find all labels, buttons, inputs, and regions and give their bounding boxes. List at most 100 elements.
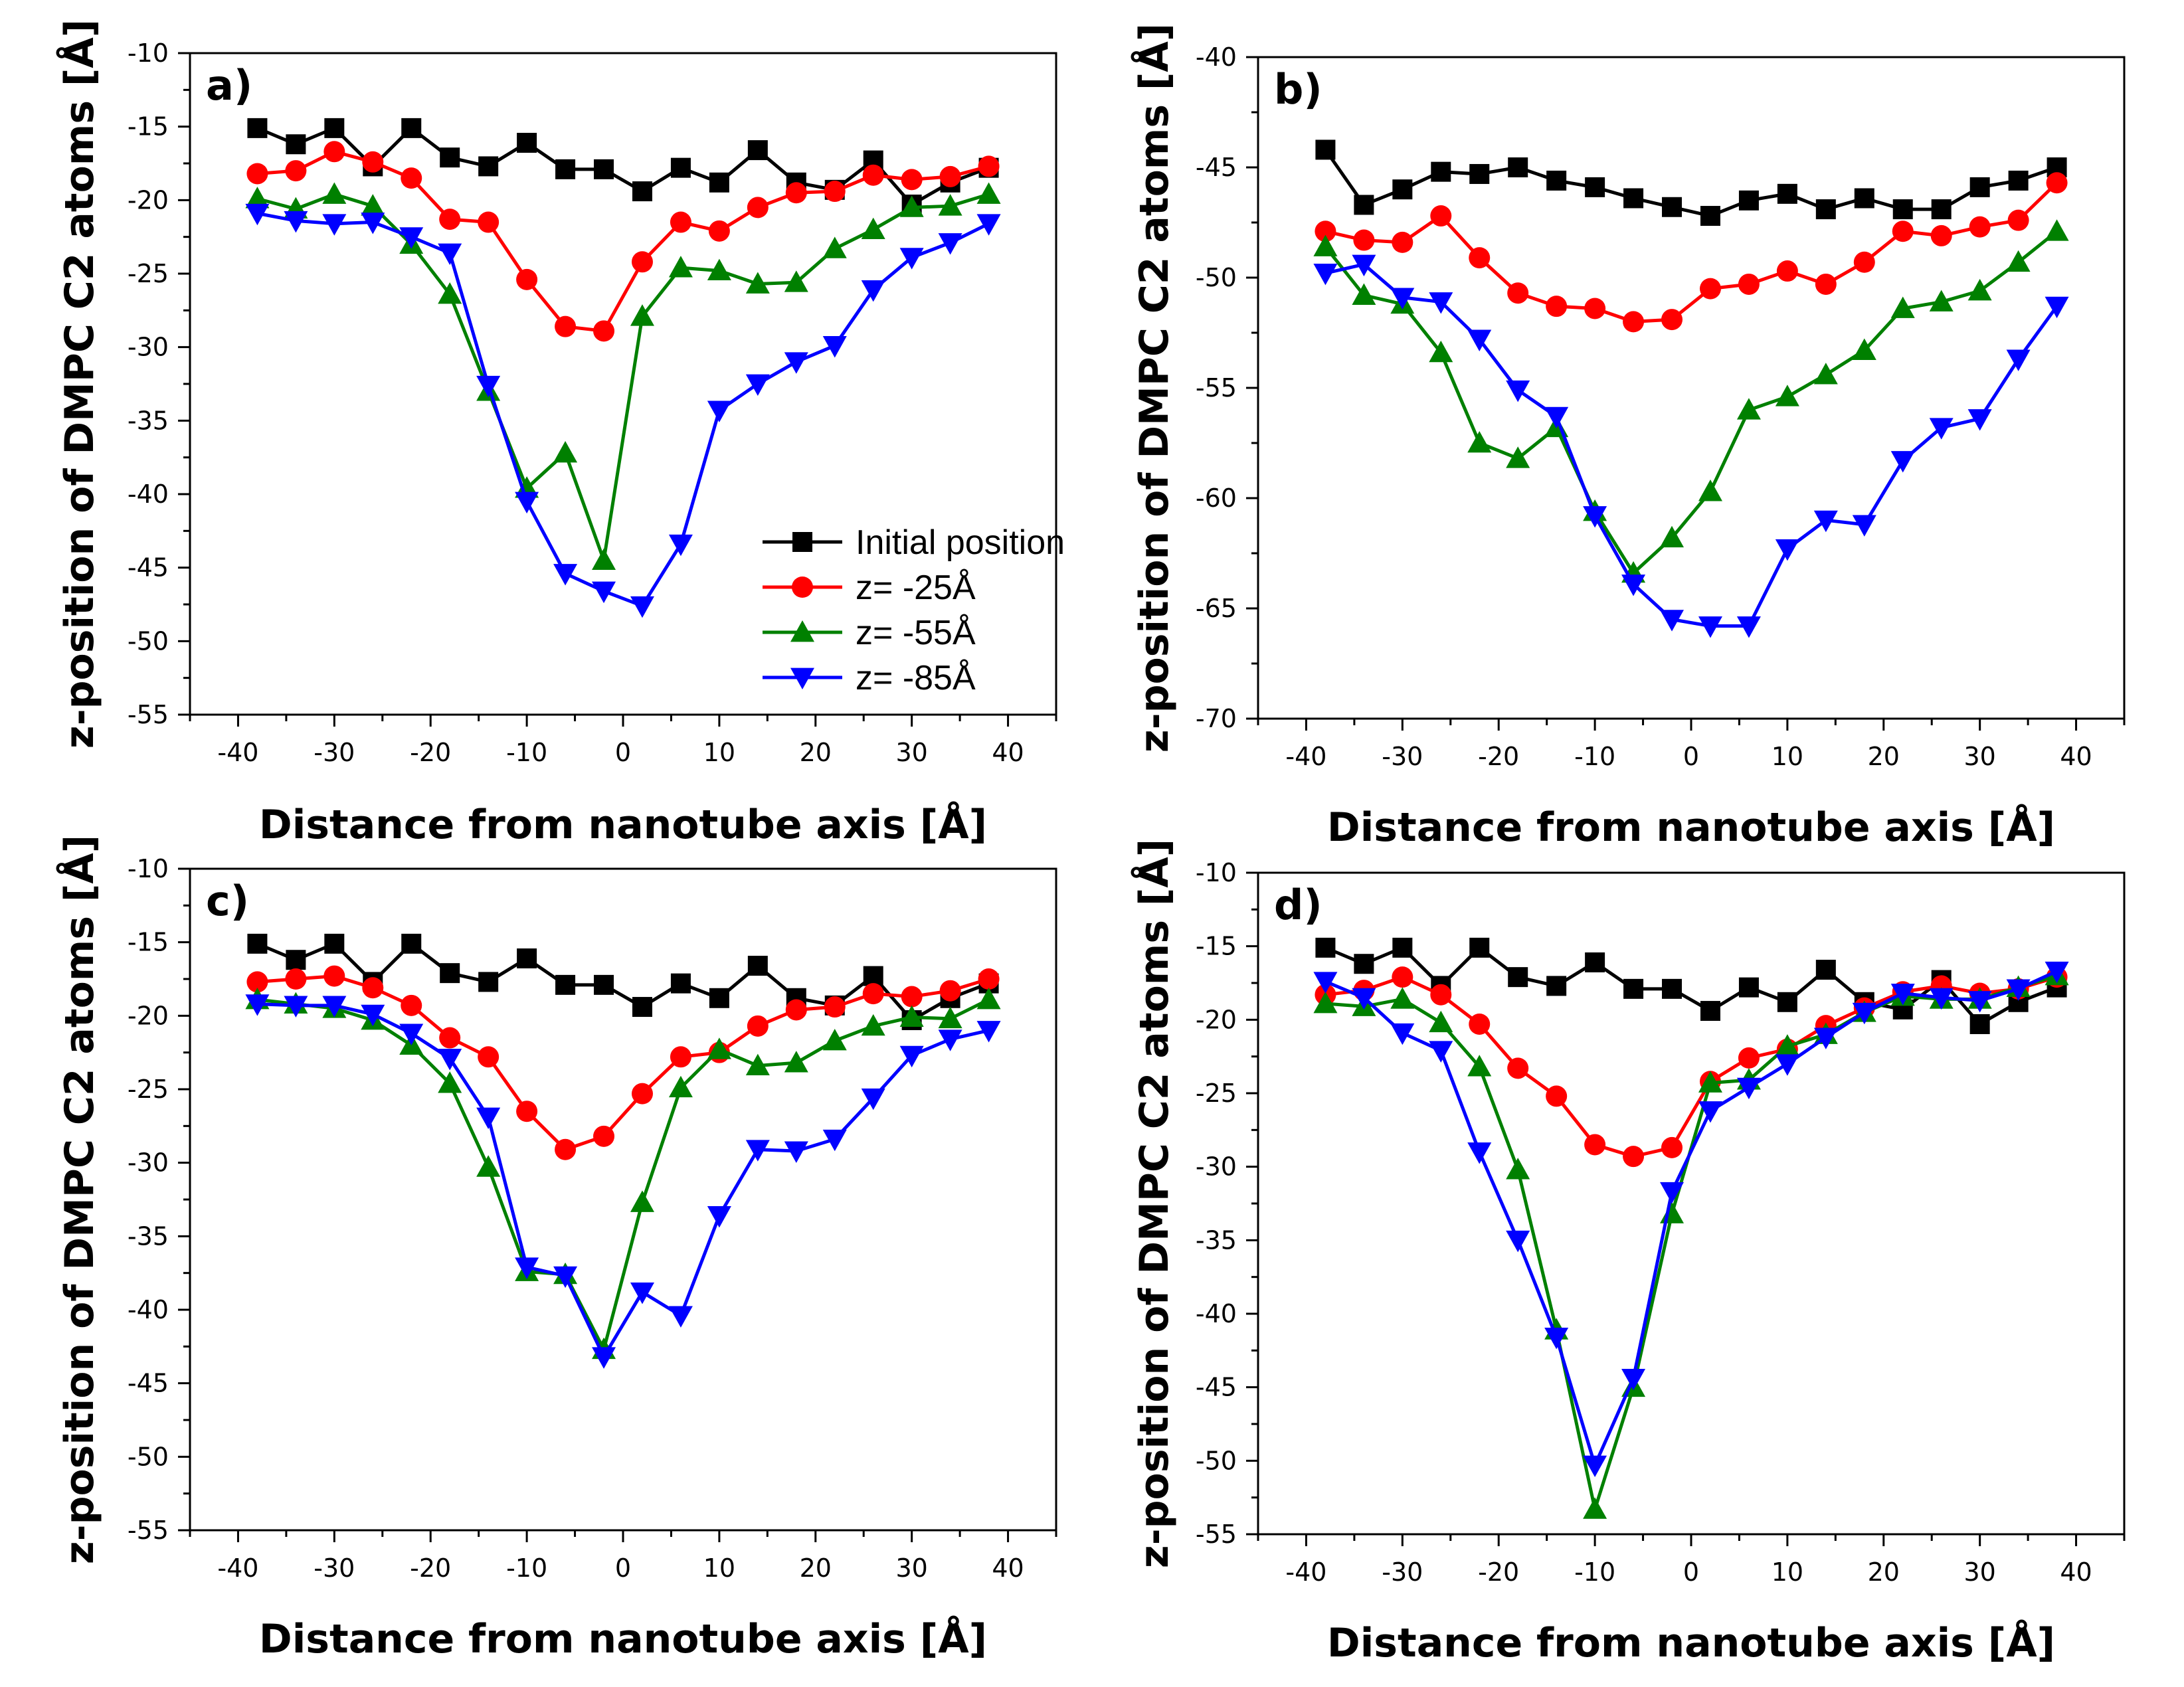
- y-tick-label: -45: [1196, 1373, 1237, 1402]
- y-tick-label: -35: [128, 1221, 169, 1251]
- data-point: [2045, 296, 2069, 319]
- data-point: [517, 133, 537, 153]
- data-point: [938, 1006, 962, 1029]
- data-point: [1738, 273, 1760, 295]
- x-tick-label: 20: [1868, 742, 1900, 771]
- x-tick-label: 30: [1963, 742, 1995, 771]
- legend-label: z= -25Å: [856, 569, 976, 607]
- data-point: [1546, 976, 1567, 996]
- plot-frame: [189, 867, 1057, 1532]
- data-point: [861, 280, 885, 302]
- data-point: [1854, 188, 1874, 209]
- y-tick-label: -50: [128, 1442, 169, 1471]
- data-point: [245, 187, 270, 209]
- data-point: [861, 1014, 885, 1036]
- data-point: [1546, 1085, 1568, 1107]
- data-point: [555, 974, 576, 995]
- data-point: [784, 1051, 808, 1073]
- data-point: [707, 258, 731, 280]
- y-axis-title: z-position of DMPC C2 atoms [Å]: [56, 19, 103, 749]
- y-tick-label: -50: [128, 626, 169, 656]
- data-point: [630, 1283, 654, 1304]
- data-point: [1313, 972, 1338, 994]
- data-point: [1776, 260, 1798, 282]
- series-layer: [245, 933, 1001, 1369]
- data-point: [1777, 183, 1797, 204]
- series-layer: [1313, 139, 2069, 638]
- data-point: [1738, 190, 1759, 211]
- data-point: [632, 997, 652, 1018]
- data-point: [1698, 1071, 1722, 1093]
- series-line: [257, 1002, 990, 1359]
- y-tick-label: -40: [1196, 1299, 1237, 1328]
- data-point: [901, 986, 923, 1008]
- data-point: [592, 1347, 616, 1369]
- data-point: [245, 203, 270, 226]
- data-point: [1852, 338, 1876, 360]
- data-point: [1469, 163, 1490, 184]
- data-point: [1313, 234, 1338, 256]
- data-point: [1967, 991, 1992, 1013]
- data-point: [361, 1004, 385, 1027]
- panel-d: -10 -15 -20 -25 -30 -35 -40 -45 -50 -55 -40 -30 -20…: [1131, 839, 2126, 1666]
- data-point: [862, 164, 884, 186]
- x-tick-label: 40: [2060, 1557, 2092, 1587]
- data-point: [1429, 340, 1453, 363]
- data-point: [2007, 209, 2029, 231]
- x-tick-label: 30: [895, 738, 927, 767]
- data-point: [593, 1125, 615, 1147]
- data-point: [1660, 1182, 1684, 1204]
- y-tick-label: -50: [1196, 263, 1237, 292]
- data-point: [630, 1190, 654, 1212]
- legend: Initial position z= -25Å z= -55Å z= -85Å: [763, 523, 1065, 697]
- data-point: [1429, 1041, 1453, 1063]
- y-tick-label: -25: [1196, 1079, 1237, 1108]
- y-axis: -10 -15 -20 -25 -30 -35 -40 -45 -50 -55: [128, 39, 190, 729]
- data-point: [668, 256, 693, 278]
- data-point: [707, 1205, 731, 1228]
- legend-marker: [790, 620, 814, 642]
- x-tick-label: 10: [703, 738, 735, 767]
- y-axis: -10 -15 -20 -25 -30 -35 -40 -45 -50 -55: [128, 854, 190, 1545]
- data-point: [1506, 446, 1530, 468]
- data-point: [1930, 224, 1952, 246]
- data-point: [785, 182, 807, 204]
- data-point: [976, 1021, 1001, 1043]
- data-point: [476, 375, 501, 398]
- data-point: [785, 999, 807, 1021]
- data-point: [516, 268, 538, 290]
- data-point: [670, 211, 691, 233]
- y-tick-label: -65: [1196, 594, 1237, 623]
- data-point: [2008, 170, 2029, 191]
- data-point: [938, 194, 962, 216]
- data-point: [286, 134, 306, 155]
- data-point: [1469, 937, 1490, 958]
- data-point: [438, 282, 462, 304]
- data-point: [1813, 1027, 1838, 1049]
- data-point: [2006, 979, 2031, 1001]
- data-point: [1929, 290, 1954, 311]
- data-point: [1662, 197, 1683, 217]
- y-tick-label: -25: [128, 1075, 169, 1104]
- data-point: [361, 213, 385, 234]
- data-point: [478, 156, 499, 177]
- series-line: [1324, 262, 2058, 628]
- data-point: [822, 236, 847, 258]
- x-tick-label: -40: [217, 738, 258, 767]
- data-point: [1467, 329, 1492, 351]
- legend-marker: [792, 532, 812, 552]
- data-point: [1584, 298, 1606, 319]
- data-point: [747, 1015, 769, 1037]
- data-point: [938, 233, 962, 255]
- data-point: [978, 155, 1000, 177]
- data-point: [1969, 1014, 1990, 1034]
- y-tick-label: -30: [128, 1148, 169, 1178]
- y-axis-title: z-position of DMPC C2 atoms [Å]: [1131, 839, 1178, 1568]
- data-point: [1353, 229, 1375, 251]
- data-point: [1890, 984, 1915, 1006]
- data-point: [1392, 937, 1413, 958]
- data-point: [284, 211, 308, 233]
- data-point: [747, 140, 768, 161]
- data-point: [899, 248, 924, 270]
- y-tick-label: -35: [1196, 1225, 1237, 1255]
